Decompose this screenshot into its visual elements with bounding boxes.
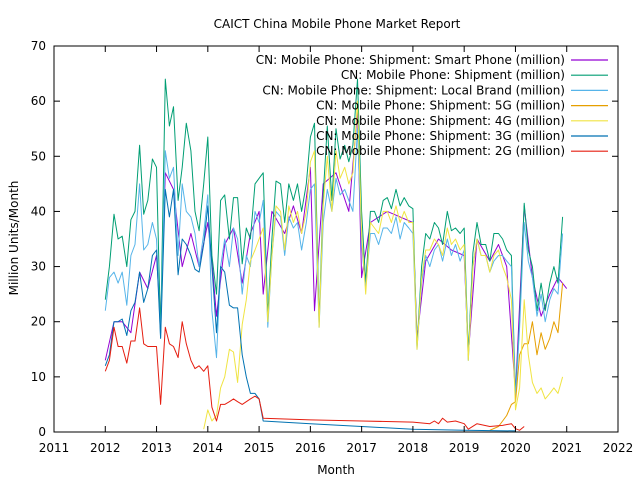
- legend-label: CN: Mobile Phone: Shipment: 5G (million): [316, 99, 565, 113]
- x-axis-label: Month: [317, 463, 355, 477]
- series-line-7: [104, 307, 525, 431]
- y-tick-label: 10: [31, 370, 46, 384]
- series-line-5: [203, 100, 564, 430]
- legend-label: CN: Mobile Phone: Shipment (million): [341, 68, 565, 82]
- x-tick-label: 2015: [244, 441, 275, 455]
- x-tick-label: 2014: [193, 441, 224, 455]
- plot-lines: [104, 78, 568, 432]
- legend-label: CN: Mobile Phone: Shipment: 4G (million): [316, 114, 565, 128]
- series-line-6: [104, 188, 516, 432]
- x-tick-label: 2011: [39, 441, 70, 455]
- x-tick-label: 2016: [295, 441, 326, 455]
- legend-label: CN: Mobile Phone: Shipment: Smart Phone …: [256, 53, 565, 67]
- y-tick-label: 40: [31, 204, 46, 218]
- axes: 2011 2012 2013 2014 2015 2016 2017 2018 2019 2020…: [31, 39, 634, 455]
- x-tick-label: 2012: [90, 441, 121, 455]
- y-tick-label: 60: [31, 94, 46, 108]
- y-tick-label: 0: [38, 425, 46, 439]
- x-tick-label: 2013: [141, 441, 172, 455]
- y-tick-label: 70: [31, 39, 46, 53]
- y-tick-label: 30: [31, 260, 46, 274]
- series-line-4: [489, 283, 564, 431]
- x-tick-label: 2019: [449, 441, 480, 455]
- series-line-2: [104, 78, 564, 397]
- y-tick-label: 50: [31, 149, 46, 163]
- chart-title: CAICT China Mobile Phone Market Report: [214, 17, 461, 31]
- x-tick-label: 2017: [346, 441, 377, 455]
- plot-frame: [53, 45, 619, 433]
- legend-label: CN: Mobile Phone: Shipment: 2G (million): [316, 144, 565, 158]
- x-tick-label: 2020: [500, 441, 531, 455]
- legend: CN: Mobile Phone: Shipment: Smart Phone …: [256, 53, 608, 158]
- x-tick-label: 2022: [603, 441, 634, 455]
- x-tick-label: 2021: [551, 441, 582, 455]
- legend-label: CN: Mobile Phone: Shipment: Local Brand …: [262, 83, 565, 97]
- y-axis-label: Million Units/Month: [7, 181, 21, 296]
- x-tick-label: 2018: [398, 441, 429, 455]
- series-line-1: [104, 111, 568, 394]
- legend-label: CN: Mobile Phone: Shipment: 3G (million): [316, 129, 565, 143]
- y-tick-label: 20: [31, 315, 46, 329]
